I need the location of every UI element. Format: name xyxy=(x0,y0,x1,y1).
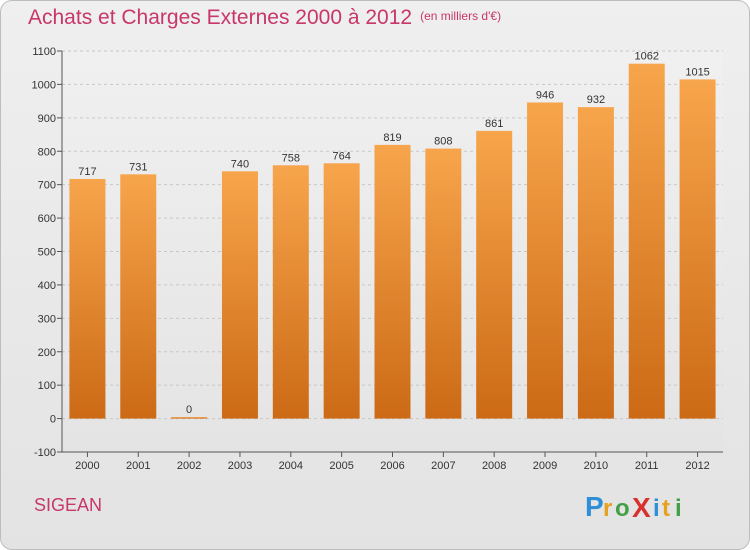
axis-layer: -100 0 100 200 300 400 500 600 700 800 900 1000 1100… xyxy=(32,46,723,472)
bar-2004 xyxy=(272,165,309,419)
svg-text:i: i xyxy=(675,495,682,522)
bar-2010 xyxy=(577,107,614,419)
x-tick-label-2008: 2008 xyxy=(482,460,506,472)
x-tick-label-2012: 2012 xyxy=(685,460,709,472)
bar-2003 xyxy=(221,171,258,419)
data-label-2005: 764 xyxy=(332,150,350,162)
svg-text:i: i xyxy=(653,495,660,522)
y-tick-label: 300 xyxy=(38,313,56,325)
data-label-2007: 808 xyxy=(434,136,452,148)
data-label-2003: 740 xyxy=(231,158,249,170)
y-tick-label: 700 xyxy=(38,180,56,192)
x-tick-label-2000: 2000 xyxy=(75,460,99,472)
x-tick-label-2007: 2007 xyxy=(431,460,455,472)
y-tick-label: -100 xyxy=(34,447,56,459)
svg-text:r: r xyxy=(603,495,612,522)
x-tick-label-2004: 2004 xyxy=(279,460,303,472)
svg-text:t: t xyxy=(662,495,670,522)
data-label-2002: 0 xyxy=(186,404,192,416)
x-tick-label-2001: 2001 xyxy=(126,460,150,472)
bar-2007 xyxy=(425,148,462,419)
y-tick-label: 800 xyxy=(38,146,56,158)
bar-2009 xyxy=(527,102,564,419)
bar-2012 xyxy=(679,79,716,419)
data-label-2010: 932 xyxy=(587,94,605,106)
data-label-2008: 861 xyxy=(485,118,503,130)
proxiti-logo: P r o X i t i xyxy=(585,491,682,523)
city-name: SIGEAN xyxy=(34,495,103,515)
y-tick-label: 600 xyxy=(38,213,56,225)
svg-text:o: o xyxy=(615,495,630,522)
bar-2011 xyxy=(628,63,665,419)
bar-2005 xyxy=(323,163,360,419)
y-tick-label: 500 xyxy=(38,247,56,259)
data-label-2011: 1062 xyxy=(634,51,658,63)
bar-layer xyxy=(69,63,716,419)
chart-subtitle: (en milliers d'€) xyxy=(420,9,502,23)
x-tick-label-2006: 2006 xyxy=(380,460,404,472)
bar-2006 xyxy=(374,144,411,419)
svg-text:P: P xyxy=(585,491,604,522)
data-label-2009: 946 xyxy=(536,89,554,101)
data-label-2006: 819 xyxy=(383,132,401,144)
x-tick-label-2011: 2011 xyxy=(635,460,659,472)
y-tick-label: 0 xyxy=(50,414,56,426)
x-tick-label-2002: 2002 xyxy=(177,460,201,472)
y-tick-label: 100 xyxy=(38,380,56,392)
y-tick-label: 900 xyxy=(38,113,56,125)
data-label-2001: 731 xyxy=(129,161,147,173)
x-tick-label-2003: 2003 xyxy=(228,460,252,472)
x-tick-label-2005: 2005 xyxy=(329,460,353,472)
y-tick-label: 1000 xyxy=(32,79,56,91)
x-tick-label-2009: 2009 xyxy=(533,460,557,472)
y-tick-label: 400 xyxy=(38,280,56,292)
y-tick-label: 1100 xyxy=(32,46,56,58)
x-tick-label-2010: 2010 xyxy=(584,460,608,472)
bar-2000 xyxy=(69,178,106,419)
label-layer: 717 731 0 740 758 764 819 808 861 946 932 1062 1015 xyxy=(78,51,710,416)
bar-2008 xyxy=(476,130,513,419)
data-label-2004: 758 xyxy=(282,152,300,164)
data-label-2012: 1015 xyxy=(685,66,709,78)
y-tick-label: 200 xyxy=(38,347,56,359)
svg-text:X: X xyxy=(632,492,651,523)
bar-2001 xyxy=(120,174,157,419)
chart-title: Achats et Charges Externes 2000 à 2012 (e… xyxy=(28,6,502,29)
bar-2002 xyxy=(171,417,208,419)
data-label-2000: 717 xyxy=(78,166,96,178)
